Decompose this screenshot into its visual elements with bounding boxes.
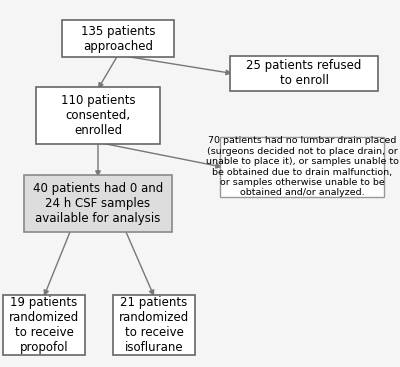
- FancyBboxPatch shape: [24, 175, 172, 232]
- Text: 19 patients
randomized
to receive
propofol: 19 patients randomized to receive propof…: [9, 296, 79, 354]
- FancyBboxPatch shape: [230, 56, 378, 91]
- Text: 70 patients had no lumbar drain placed
(surgeons decided not to place drain, or
: 70 patients had no lumbar drain placed (…: [206, 137, 398, 197]
- Text: 40 patients had 0 and
24 h CSF samples
available for analysis: 40 patients had 0 and 24 h CSF samples a…: [33, 182, 163, 225]
- FancyBboxPatch shape: [3, 294, 85, 355]
- FancyBboxPatch shape: [113, 294, 195, 355]
- Text: 25 patients refused
to enroll: 25 patients refused to enroll: [246, 59, 362, 87]
- Text: 21 patients
randomized
to receive
isoflurane: 21 patients randomized to receive isoflu…: [119, 296, 189, 354]
- Text: 135 patients
approached: 135 patients approached: [81, 25, 155, 52]
- FancyBboxPatch shape: [36, 87, 160, 144]
- Text: 110 patients
consented,
enrolled: 110 patients consented, enrolled: [61, 94, 135, 137]
- FancyBboxPatch shape: [220, 137, 384, 197]
- FancyBboxPatch shape: [62, 20, 174, 57]
